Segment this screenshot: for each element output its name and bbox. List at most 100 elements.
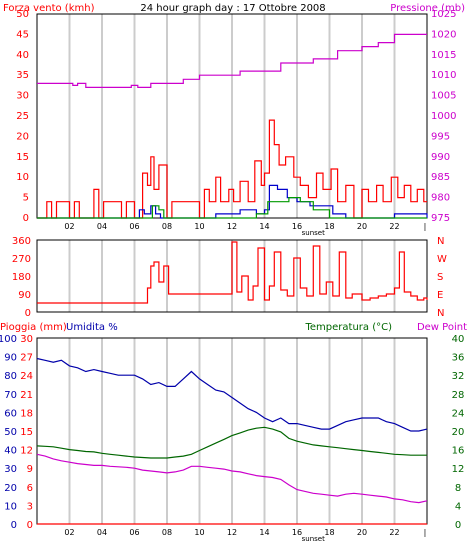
panel3-humidity-tick-label: 50	[4, 427, 17, 438]
panel1-right-tick-label: 1005	[431, 91, 456, 102]
panel3-series-line-2	[36, 453, 428, 504]
panel3-temp-tick-label: 20	[452, 427, 465, 438]
panel1-left-tick-label: 0	[23, 213, 29, 224]
panel1-title: 24 hour graph day : 17 Ottobre 2008	[140, 3, 325, 14]
panel1-right-tick-label: 1025	[431, 9, 456, 20]
panel3-rain-tick-label: 3	[27, 501, 33, 512]
panel3-temp-tick-label: 32	[452, 371, 465, 382]
panel3-temp-tick-label: 12	[452, 464, 465, 475]
panel3-rain-tick-label: 18	[20, 408, 33, 419]
panel1-right-tick-label: 980	[431, 193, 450, 204]
panel3-x-tick-label: 20	[357, 528, 367, 537]
panel3-series-line-1	[36, 426, 427, 459]
panel1-x-tick-label: 06	[129, 222, 139, 231]
panel3-x-tick-label: 16	[292, 528, 302, 537]
panel3-temp-tick-label: 4	[455, 501, 461, 512]
panel3-x-tick-label: 04	[97, 528, 107, 537]
panel3-x-end-tick: |	[424, 528, 427, 537]
panel3-x-tick-label: 12	[227, 528, 237, 537]
panel1-left-tick-label: 50	[16, 9, 29, 20]
panel1-right-tick-label: 1015	[431, 50, 456, 61]
panel3-temp-tick-label: 36	[452, 353, 465, 364]
panel1-right-tick-label: 1010	[431, 70, 456, 81]
panel3-temp-label: Temperatura (°C)	[304, 322, 392, 333]
panel2-right-tick-label: W	[437, 254, 447, 265]
panel1-series-line-2	[37, 184, 428, 219]
panel2-right-tick-label: N	[437, 308, 444, 319]
panel3-humidity-tick-label: 20	[4, 483, 17, 494]
panel3-series-line-0	[36, 357, 428, 432]
panel3-rain-tick-label: 15	[20, 427, 33, 438]
panel3-humidity-tick-label: 80	[4, 371, 17, 382]
panel3-rain-tick-label: 27	[20, 353, 33, 364]
panel3-x-tick-label: 22	[389, 528, 399, 537]
panel1-series-line-1	[37, 119, 427, 219]
panel2-right-tick-label: N	[437, 236, 444, 247]
panel1-right-tick-label: 1000	[431, 111, 456, 122]
panel1-right-tick-label: 995	[431, 131, 450, 142]
panel3-temp-tick-label: 0	[455, 520, 461, 531]
panel2-left-tick-label: 270	[12, 254, 31, 265]
panel1-x-tick-label: 14	[259, 222, 269, 231]
panel1-left-tick-label: 30	[16, 91, 29, 102]
panel3-humidity-tick-label: 100	[0, 334, 17, 345]
panel1-left-axis-label: Forza vento (kmh)	[3, 3, 95, 14]
panel1-x-tick-label: 08	[162, 222, 172, 231]
panel1-left-tick-label: 40	[16, 50, 29, 61]
panel2-right-tick-label: E	[437, 290, 443, 301]
panel1-series-line-3	[37, 197, 427, 219]
panel1-x-extra-label: sunset	[302, 229, 325, 237]
panel3-humidity-tick-label: 30	[4, 464, 17, 475]
panel2-right-tick-label: S	[437, 272, 443, 283]
panel3-x-extra-label: sunset	[302, 535, 325, 543]
panel2-left-tick-label: 360	[12, 236, 31, 247]
panel1-x-tick-label: 12	[227, 222, 237, 231]
panel3-humidity-tick-label: 90	[4, 353, 17, 364]
panel3-rain-tick-label: 9	[27, 464, 33, 475]
panel3-temp-tick-label: 8	[455, 483, 461, 494]
panel3-rain-tick-label: 21	[20, 390, 33, 401]
panel1-left-tick-label: 25	[16, 111, 29, 122]
panel3-dewpoint-label: Dew Point	[417, 322, 467, 333]
panel3-rain-tick-label: 0	[27, 520, 33, 531]
panel1-left-tick-label: 5	[23, 193, 29, 204]
panel3-rain-tick-label: 24	[20, 371, 33, 382]
panel1-left-tick-label: 10	[16, 172, 29, 183]
panel1-x-tick-label: 18	[324, 222, 334, 231]
panel2-series-line-0	[37, 241, 428, 304]
panel1-series-line-0	[37, 33, 427, 88]
panel1-x-tick-label: 16	[292, 222, 302, 231]
panel3-x-tick-label: 06	[129, 528, 139, 537]
panel1-right-tick-label: 990	[431, 152, 450, 163]
panel1-x-tick-label: 10	[194, 222, 204, 231]
panel1-left-tick-label: 35	[16, 70, 29, 81]
panel3-temp-tick-label: 16	[452, 446, 465, 457]
panel3-rain-label: Pioggia (mm)	[0, 322, 67, 333]
panel3-x-tick-label: 08	[162, 528, 172, 537]
panel3-x-tick-label: 10	[194, 528, 204, 537]
panel3-x-tick-label: 18	[324, 528, 334, 537]
panel3-temp-tick-label: 24	[452, 408, 465, 419]
panel3-humidity-tick-label: 0	[11, 520, 17, 531]
panel3-x-tick-label: 14	[259, 528, 269, 537]
panel1-left-tick-label: 20	[16, 131, 29, 142]
panel1-x-tick-label: 02	[64, 222, 74, 231]
panel1-right-tick-label: 975	[431, 213, 450, 224]
panel3-humidity-tick-label: 10	[4, 501, 17, 512]
panel3-humidity-tick-label: 70	[4, 390, 17, 401]
panel2-frame	[36, 239, 428, 313]
panel3-x-tick-label: 02	[64, 528, 74, 537]
panel1-x-tick-label: 22	[389, 222, 399, 231]
panel1-left-tick-label: 45	[16, 29, 29, 40]
panel3-rain-tick-label: 6	[27, 483, 33, 494]
panel1-x-tick-label: 04	[97, 222, 107, 231]
panel3-rain-tick-label: 30	[20, 334, 33, 345]
panel1-x-end-tick: |	[424, 222, 427, 231]
panel2-left-tick-label: 0	[25, 308, 31, 319]
panel3-humidity-tick-label: 40	[4, 446, 17, 457]
panel1-left-tick-label: 15	[16, 152, 29, 163]
panel1-right-axis-label: Pressione (mb)	[390, 3, 465, 14]
panel1-x-tick-label: 20	[357, 222, 367, 231]
